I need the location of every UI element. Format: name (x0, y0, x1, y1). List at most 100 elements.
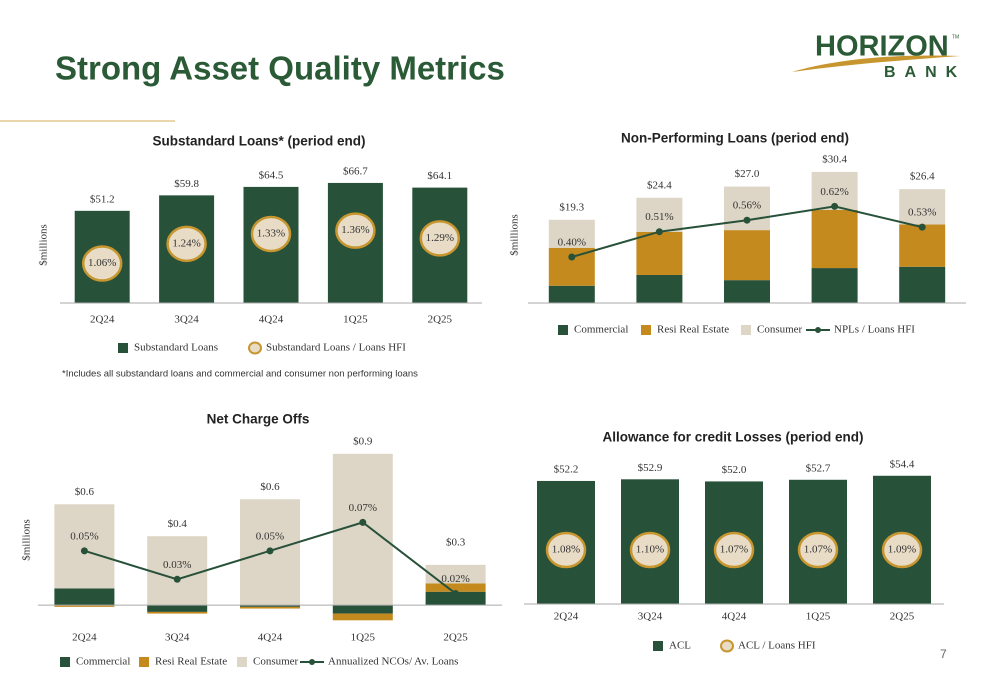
bar (548, 247, 595, 286)
x-tick-label: 4Q24 (258, 632, 283, 644)
value-label: $54.4 (890, 458, 915, 470)
ratio-label: 1.10% (636, 544, 664, 556)
ratio-label: 1.09% (888, 544, 916, 556)
legend-label: Consumer (757, 324, 803, 336)
ratio-badge (335, 212, 376, 249)
legend-swatch (720, 639, 734, 653)
line-point (831, 202, 839, 210)
bar (636, 274, 683, 303)
x-tick-label: 3Q24 (638, 611, 663, 623)
x-tick-label: 2Q24 (90, 314, 115, 326)
bar (724, 230, 770, 281)
logo-sub: BANK (884, 64, 966, 81)
line-label: 0.05% (70, 530, 98, 542)
ratio-badge (250, 215, 292, 253)
x-tick-label: 2Q24 (554, 611, 579, 623)
bar (147, 536, 208, 606)
legend-label: Substandard Loans / Loans HFI (266, 342, 406, 354)
legend-label: NPLs / Loans HFI (834, 324, 915, 336)
ratio-label: 1.08% (552, 544, 580, 556)
bar (899, 266, 946, 303)
x-tick-label: 1Q25 (351, 632, 376, 644)
x-tick-label: 2Q25 (890, 611, 915, 623)
legend-swatch (653, 641, 663, 651)
legend-swatch (741, 325, 751, 335)
legend-swatch (558, 325, 568, 335)
bar (425, 564, 486, 584)
bar (240, 605, 300, 607)
ratio-label: 1.36% (341, 224, 369, 236)
line-point (359, 518, 367, 526)
bar (636, 197, 683, 232)
ratio-label: 1.24% (172, 237, 200, 249)
x-tick-label: 4Q24 (259, 314, 284, 326)
logo-swoosh (792, 55, 960, 72)
line-point (266, 547, 274, 555)
bar (147, 611, 208, 614)
x-tick-label: 4Q24 (722, 611, 747, 623)
x-tick-label: 1Q25 (343, 314, 368, 326)
logo-tm: TM (952, 34, 959, 40)
total-label: $0.9 (353, 435, 373, 447)
bar (899, 189, 946, 225)
logo-name: HORIZON (815, 31, 949, 63)
line-point (568, 253, 576, 261)
bar (899, 224, 946, 267)
ratio-label: 1.06% (88, 257, 116, 269)
y-axis-label: $millions (509, 214, 521, 256)
bar (548, 285, 595, 303)
line-point (173, 575, 181, 583)
value-label: $64.1 (427, 170, 452, 182)
line-point (918, 223, 926, 231)
total-label: $24.4 (647, 179, 672, 191)
page-number: 7 (940, 647, 947, 661)
legend-label: ACL (669, 640, 691, 652)
legend-label: Commercial (76, 656, 130, 668)
legend-swatch (248, 341, 262, 355)
legend-swatch (815, 327, 821, 333)
value-label: $52.7 (806, 462, 831, 474)
bar (54, 605, 115, 607)
ratio-badge (166, 225, 207, 263)
bar (54, 588, 115, 606)
line-label: 0.03% (163, 559, 191, 571)
legend-label: Annualized NCOs/ Av. Loans (328, 656, 458, 668)
line-point (452, 590, 460, 598)
y-axis-label: $millions (21, 519, 33, 561)
ratio-badge (881, 531, 923, 569)
line-label: 0.07% (349, 502, 377, 514)
line-label: 0.40% (558, 237, 586, 249)
x-tick-label: 3Q24 (165, 632, 190, 644)
bar (811, 209, 858, 269)
ratio-label: 1.07% (720, 544, 748, 556)
chart-title: Non-Performing Loans (period end) (621, 131, 849, 146)
x-tick-label: 2Q25 (443, 632, 468, 644)
y-axis-label: $millions (38, 224, 50, 266)
ratio-badge (545, 531, 587, 569)
ratio-badge (713, 531, 755, 569)
line-point (80, 547, 88, 555)
ratio-label: 1.29% (426, 232, 454, 244)
slide-title: Strong Asset Quality Metrics (55, 50, 505, 87)
ratio-badge (797, 531, 839, 569)
total-label: $30.4 (822, 153, 847, 165)
value-label: $64.5 (259, 169, 284, 181)
bar (811, 268, 858, 303)
bar (147, 605, 208, 612)
footnote: *Includes all substandard loans and comm… (62, 369, 418, 380)
total-label: $26.4 (910, 171, 935, 183)
ratio-label: 1.33% (257, 228, 285, 240)
legend-swatch (237, 657, 247, 667)
line-label: 0.51% (645, 211, 673, 223)
ratio-badge (419, 220, 461, 257)
bar (332, 605, 393, 614)
bar (54, 504, 115, 589)
legend-label: Resi Real Estate (657, 324, 729, 336)
bar (425, 591, 486, 606)
value-label: $52.9 (638, 462, 663, 474)
bar (724, 280, 770, 303)
bar (425, 583, 486, 592)
legend-label: Resi Real Estate (155, 656, 227, 668)
total-label: $19.3 (559, 201, 584, 213)
